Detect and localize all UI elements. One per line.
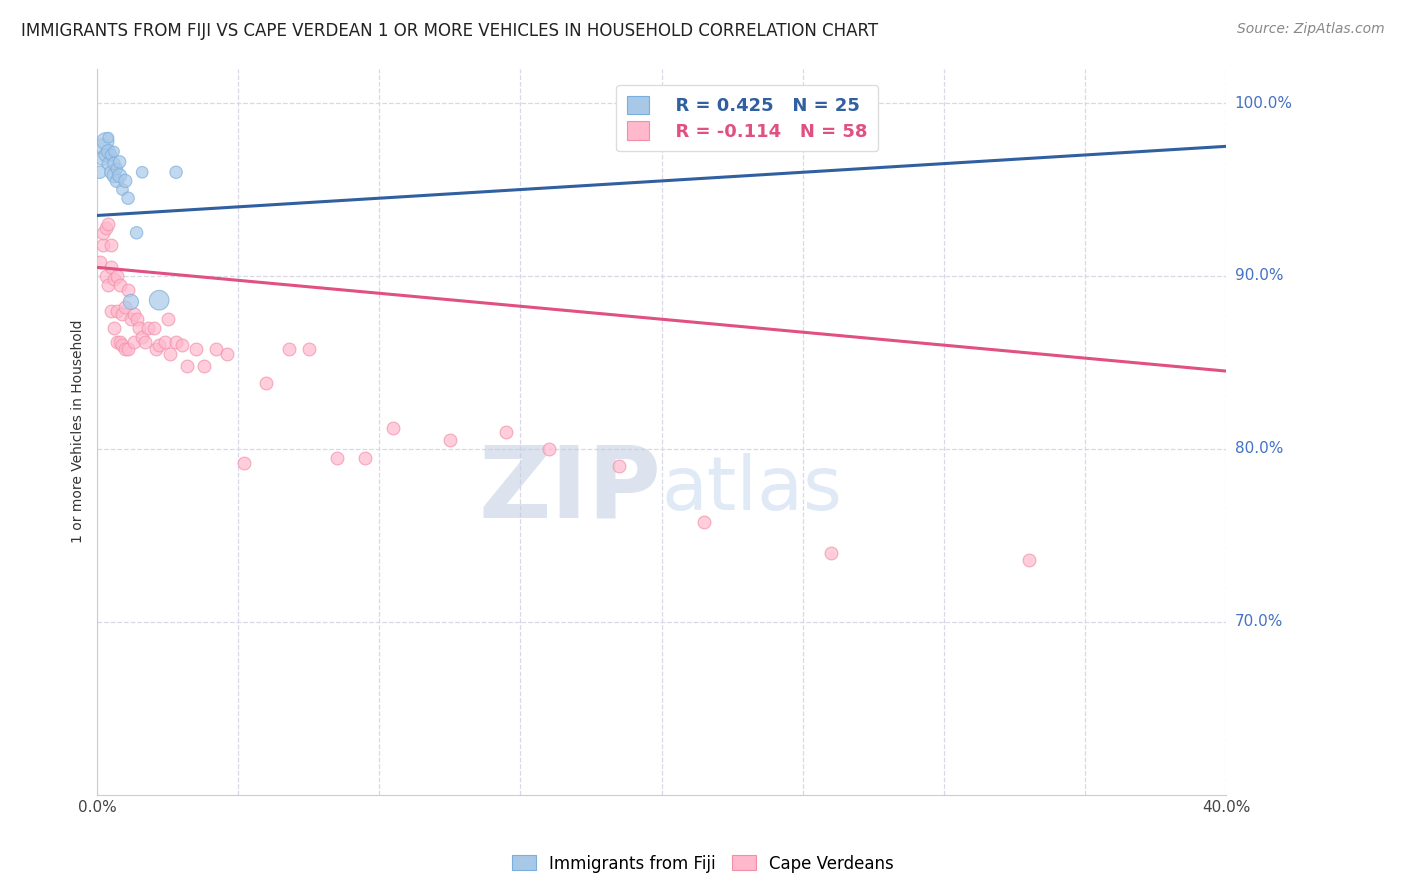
Point — [117, 342, 139, 356]
Point — [184, 342, 207, 356]
Point — [97, 217, 120, 231]
Text: 80.0%: 80.0% — [1234, 442, 1282, 457]
Point — [91, 226, 114, 240]
Point — [108, 169, 131, 183]
Point — [117, 191, 139, 205]
Point — [122, 334, 145, 349]
Point — [278, 342, 301, 356]
Point — [537, 442, 560, 456]
Point — [103, 156, 125, 170]
Point — [97, 156, 120, 170]
Point — [495, 425, 517, 439]
Point — [215, 347, 238, 361]
Point — [232, 456, 254, 470]
Point — [111, 182, 134, 196]
Point — [94, 220, 117, 235]
Text: 100.0%: 100.0% — [1234, 95, 1292, 111]
Point — [156, 312, 179, 326]
Point — [159, 347, 181, 361]
Point — [1018, 552, 1040, 566]
Point — [105, 161, 128, 176]
Point — [105, 174, 128, 188]
Text: 90.0%: 90.0% — [1234, 268, 1284, 284]
Point — [148, 338, 170, 352]
Point — [125, 226, 148, 240]
Point — [170, 338, 193, 352]
Point — [114, 174, 136, 188]
Point — [145, 342, 167, 356]
Point — [97, 130, 120, 145]
Y-axis label: 1 or more Vehicles in Household: 1 or more Vehicles in Household — [72, 320, 86, 543]
Point — [103, 145, 125, 159]
Point — [91, 152, 114, 166]
Point — [89, 255, 111, 269]
Point — [693, 515, 716, 529]
Point — [165, 165, 187, 179]
Point — [136, 321, 159, 335]
Point — [89, 165, 111, 179]
Point — [100, 148, 122, 162]
Point — [117, 283, 139, 297]
Point — [134, 334, 156, 349]
Point — [105, 303, 128, 318]
Point — [94, 268, 117, 283]
Point — [94, 134, 117, 148]
Point — [100, 165, 122, 179]
Point — [108, 334, 131, 349]
Point — [120, 294, 142, 309]
Point — [100, 303, 122, 318]
Point — [91, 238, 114, 252]
Point — [125, 312, 148, 326]
Point — [114, 342, 136, 356]
Point — [439, 434, 461, 448]
Point — [298, 342, 321, 356]
Point — [131, 329, 153, 343]
Point — [204, 342, 226, 356]
Text: Source: ZipAtlas.com: Source: ZipAtlas.com — [1237, 22, 1385, 37]
Text: IMMIGRANTS FROM FIJI VS CAPE VERDEAN 1 OR MORE VEHICLES IN HOUSEHOLD CORRELATION: IMMIGRANTS FROM FIJI VS CAPE VERDEAN 1 O… — [21, 22, 879, 40]
Point — [131, 165, 153, 179]
Point — [103, 321, 125, 335]
Point — [193, 359, 215, 373]
Point — [103, 272, 125, 286]
Point — [142, 321, 165, 335]
Point — [108, 277, 131, 292]
Point — [820, 546, 842, 560]
Point — [91, 139, 114, 153]
Point — [105, 334, 128, 349]
Point — [122, 307, 145, 321]
Point — [354, 450, 377, 465]
Point — [105, 268, 128, 283]
Point — [153, 334, 176, 349]
Point — [165, 334, 187, 349]
Point — [176, 359, 198, 373]
Point — [128, 321, 150, 335]
Point — [111, 307, 134, 321]
Legend:   R = 0.425   N = 25,   R = -0.114   N = 58: R = 0.425 N = 25, R = -0.114 N = 58 — [616, 85, 879, 152]
Point — [148, 293, 170, 308]
Point — [326, 450, 349, 465]
Point — [254, 376, 277, 391]
Point — [94, 148, 117, 162]
Point — [100, 260, 122, 275]
Point — [108, 154, 131, 169]
Legend: Immigrants from Fiji, Cape Verdeans: Immigrants from Fiji, Cape Verdeans — [506, 848, 900, 880]
Text: ZIP: ZIP — [479, 442, 662, 538]
Point — [103, 169, 125, 183]
Point — [114, 300, 136, 314]
Text: atlas: atlas — [662, 453, 842, 526]
Point — [382, 421, 405, 435]
Point — [100, 238, 122, 252]
Point — [111, 338, 134, 352]
Point — [97, 145, 120, 159]
Point — [120, 312, 142, 326]
Point — [607, 459, 630, 474]
Text: 70.0%: 70.0% — [1234, 615, 1282, 629]
Point — [97, 277, 120, 292]
